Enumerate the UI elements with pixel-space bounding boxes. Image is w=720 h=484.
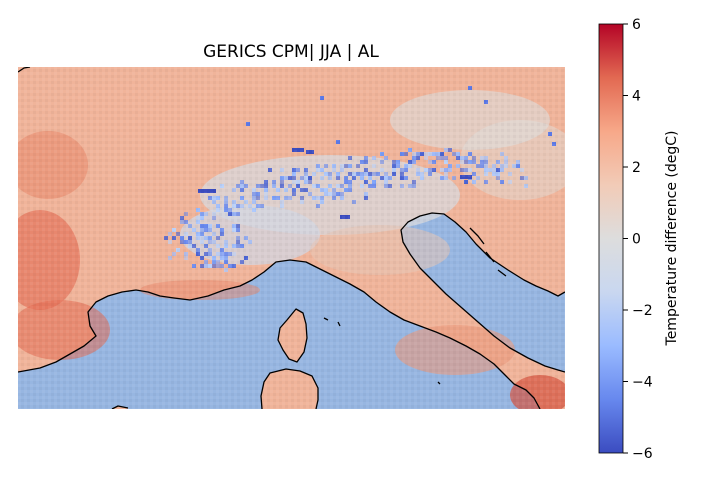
coastlines	[18, 67, 565, 409]
colorbar-tick-label: −6	[632, 446, 653, 462]
map-title: GERICS CPM| JJA | AL	[203, 42, 379, 62]
colorbar: 6 4 2 0 −2 −4 −6 Temperature difference (degC)	[598, 17, 680, 462]
raster-texture	[18, 67, 565, 409]
colorbar-tick-label: −4	[632, 375, 653, 391]
colorbar-gradient	[598, 23, 624, 454]
map-area	[18, 67, 565, 409]
colorbar-tick-label: 4	[632, 89, 641, 105]
colorbar-ticks: 6 4 2 0 −2 −4 −6	[623, 17, 653, 462]
colorbar-tick-label: 6	[632, 17, 641, 33]
colorbar-tick-label: −2	[632, 303, 653, 319]
colorbar-label: Temperature difference (degC)	[664, 131, 680, 347]
colorbar-tick-label: 0	[632, 232, 641, 248]
colorbar-tick-label: 2	[632, 160, 641, 176]
